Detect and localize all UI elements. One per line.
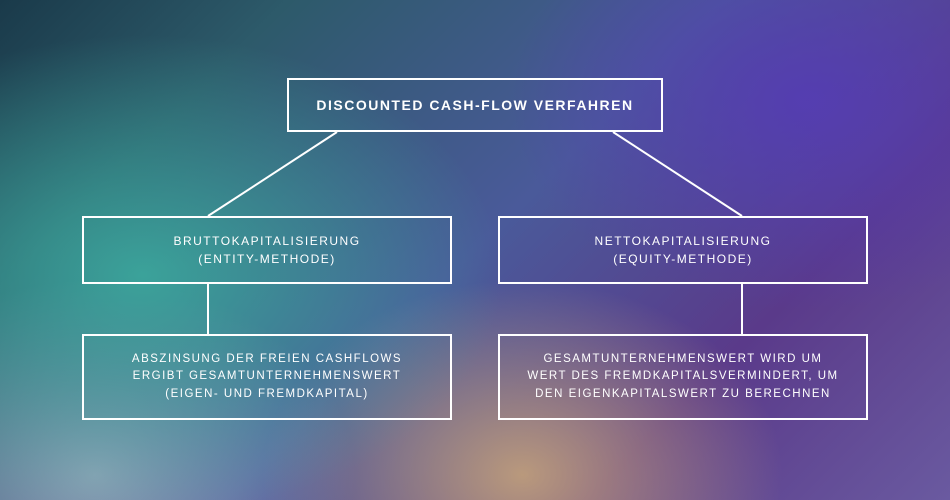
right-mid-node: NETTOKAPITALISIERUNG (EQUITY-METHODE) xyxy=(498,216,868,284)
left-leaf-node: ABSZINSUNG DER FREIEN CASHFLOWS ERGIBT G… xyxy=(82,334,452,420)
connector-root-left xyxy=(208,132,337,216)
right-mid-line2: (EQUITY-METHODE) xyxy=(613,252,753,266)
right-mid-label: NETTOKAPITALISIERUNG (EQUITY-METHODE) xyxy=(595,232,772,268)
right-leaf-label: GESAMTUNTERNEHMENSWERT WIRD UM WERT DES … xyxy=(527,351,838,403)
left-leaf-label: ABSZINSUNG DER FREIEN CASHFLOWS ERGIBT G… xyxy=(132,351,402,403)
right-leaf-line1: GESAMTUNTERNEHMENSWERT WIRD UM xyxy=(543,353,822,365)
left-mid-label: BRUTTOKAPITALISIERUNG (ENTITY-METHODE) xyxy=(173,232,360,268)
right-leaf-line2: WERT DES FREMDKAPITALSVERMINDERT, UM xyxy=(527,370,838,382)
right-leaf-line3: DEN EIGENKAPITALSWERT ZU BERECHNEN xyxy=(535,388,831,400)
root-node: DISCOUNTED CASH-FLOW VERFAHREN xyxy=(287,78,663,132)
right-leaf-node: GESAMTUNTERNEHMENSWERT WIRD UM WERT DES … xyxy=(498,334,868,420)
root-label: DISCOUNTED CASH-FLOW VERFAHREN xyxy=(316,95,633,116)
left-mid-node: BRUTTOKAPITALISIERUNG (ENTITY-METHODE) xyxy=(82,216,452,284)
connector-root-right xyxy=(613,132,742,216)
right-mid-line1: NETTOKAPITALISIERUNG xyxy=(595,234,772,248)
left-mid-line2: (ENTITY-METHODE) xyxy=(198,252,336,266)
left-leaf-line1: ABSZINSUNG DER FREIEN CASHFLOWS xyxy=(132,353,402,365)
left-leaf-line3: (EIGEN- UND FREMDKAPITAL) xyxy=(165,388,368,400)
left-mid-line1: BRUTTOKAPITALISIERUNG xyxy=(173,234,360,248)
left-leaf-line2: ERGIBT GESAMTUNTERNEHMENSWERT xyxy=(133,370,402,382)
